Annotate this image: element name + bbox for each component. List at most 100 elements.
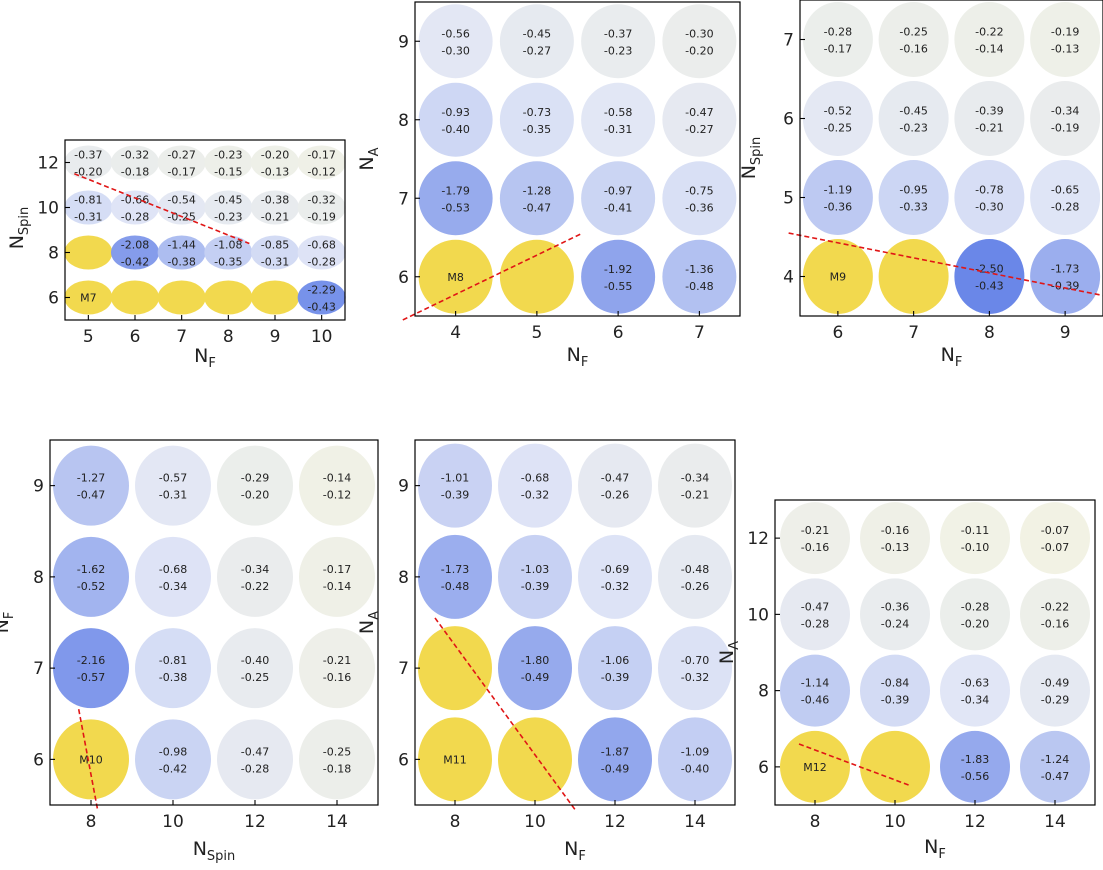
- heat-cell: [418, 4, 493, 79]
- cell-value-bottom: -0.19: [1051, 122, 1079, 135]
- heat-cell: [1030, 160, 1101, 235]
- cell-value-top: -1.19: [824, 184, 852, 197]
- plot-frame: [414, 1, 741, 317]
- excluded-cell: [204, 280, 253, 315]
- cell-value-bottom: -0.10: [961, 541, 989, 554]
- heat-cell: [499, 82, 574, 157]
- cell-value-bottom: -0.17: [824, 43, 852, 56]
- heat-cell: [251, 190, 299, 225]
- heat-cell: [578, 626, 652, 711]
- y-tick-label: 9: [398, 477, 409, 497]
- cell-value-bottom: -0.07: [1041, 541, 1069, 554]
- cell-value-top: -1.03: [521, 563, 549, 576]
- heat-cell: [940, 730, 1010, 803]
- cell-value-bottom: -0.41: [604, 201, 632, 214]
- cell-value-bottom: -0.36: [824, 201, 852, 214]
- y-tick-label: 8: [48, 244, 59, 264]
- cell-value-top: -1.92: [604, 263, 632, 276]
- x-tick-label: 8: [810, 812, 821, 832]
- subplot-4: -1.27 -0.47 -0.57 -0.31 -0.29 -0.20 -0.14 -0.12…: [0, 439, 379, 864]
- cell-value-bottom: -0.21: [681, 489, 709, 502]
- cell-value-bottom: -0.57: [77, 671, 105, 684]
- cell-value-bottom: -0.35: [523, 123, 551, 136]
- heat-cell: [780, 578, 850, 651]
- cell-value-bottom: -0.34: [159, 580, 187, 593]
- y-tick-label: 6: [33, 750, 44, 770]
- cell-value-bottom: -0.31: [604, 123, 632, 136]
- y-tick-label: 6: [398, 750, 409, 770]
- heat-cell: [498, 626, 572, 711]
- heat-cell: [217, 445, 293, 526]
- cell-value-bottom: -0.48: [685, 280, 713, 293]
- excluded-cell: [418, 717, 492, 802]
- heat-cell: [297, 280, 346, 315]
- cell-value-top: -0.81: [159, 654, 187, 667]
- x-tick-label: 6: [130, 327, 141, 347]
- boundary-line: [788, 232, 1103, 297]
- y-tick-label: 8: [398, 111, 409, 131]
- cell-value-top: -0.38: [261, 194, 289, 207]
- heat-cell: [498, 443, 572, 528]
- heat-cell: [251, 235, 299, 270]
- cell-value-top: -1.28: [523, 184, 551, 197]
- cell-value-top: -0.47: [241, 745, 269, 758]
- heat-cell: [204, 190, 253, 225]
- cell-value-bottom: -0.39: [521, 580, 549, 593]
- heat-cell: [111, 190, 159, 225]
- excluded-cell: [64, 235, 113, 270]
- cell-value-bottom: -0.28: [241, 762, 269, 775]
- heat-cell: [1020, 578, 1090, 651]
- y-axis-label: NSpin: [738, 137, 764, 180]
- cell-value-bottom: -0.32: [681, 671, 709, 684]
- heat-cell: [498, 534, 572, 619]
- x-tick-label: 8: [223, 327, 234, 347]
- cell-value-bottom: -0.46: [801, 694, 829, 707]
- heat-cell: [581, 239, 656, 314]
- cell-value-top: -0.57: [159, 472, 187, 485]
- heat-cell: [954, 239, 1025, 314]
- cell-value-bottom: -0.26: [681, 580, 709, 593]
- heat-cell: [1030, 2, 1101, 77]
- cell-value-top: -0.66: [121, 194, 149, 207]
- cell-value-top: -0.68: [159, 563, 187, 576]
- cell-value-top: -0.93: [441, 106, 469, 119]
- heat-cell: [658, 443, 732, 528]
- y-tick-label: 8: [398, 568, 409, 588]
- cell-value-bottom: -0.42: [159, 762, 187, 775]
- heat-cell: [662, 161, 737, 236]
- x-tick-label: 5: [83, 327, 94, 347]
- x-axis-label: NF: [194, 345, 216, 371]
- heat-cell: [217, 719, 293, 800]
- heat-cell: [299, 445, 375, 526]
- cell-value-top: -0.14: [323, 472, 351, 485]
- cell-value-bottom: -0.28: [801, 617, 829, 630]
- cell-value-top: -0.17: [307, 149, 335, 162]
- cell-value-top: -0.47: [601, 472, 629, 485]
- cell-value-top: -0.22: [975, 26, 1003, 39]
- cell-value-top: -1.44: [167, 239, 195, 252]
- cell-value-bottom: -0.49: [601, 762, 629, 775]
- x-tick-label: 9: [270, 327, 281, 347]
- cell-value-bottom: -0.47: [523, 201, 551, 214]
- heat-cell: [780, 502, 850, 575]
- boundary-line: [798, 743, 912, 787]
- excluded-cell: [780, 730, 850, 803]
- heat-cell: [878, 160, 949, 235]
- y-tick-label: 7: [783, 31, 794, 51]
- x-tick-label: 5: [531, 323, 542, 343]
- heat-cell: [581, 82, 656, 157]
- excluded-cell: [860, 730, 930, 803]
- x-tick-label: 14: [1044, 812, 1066, 832]
- cell-value-top: -0.84: [881, 677, 909, 690]
- cell-value-top: -0.28: [961, 600, 989, 613]
- heat-cell: [299, 628, 375, 709]
- heat-cell: [53, 445, 129, 526]
- heat-cell: [780, 654, 850, 727]
- x-tick-label: 14: [326, 812, 348, 832]
- heat-cell: [297, 190, 346, 225]
- cell-value-top: -1.87: [601, 745, 629, 758]
- subplot-1: -0.37 -0.20 -0.32 -0.18 -0.27 -0.17 -0.23 -0.15…: [6, 139, 346, 371]
- y-tick-label: 6: [398, 268, 409, 288]
- heat-cell: [251, 145, 299, 180]
- cell-value-bottom: -0.28: [121, 211, 149, 224]
